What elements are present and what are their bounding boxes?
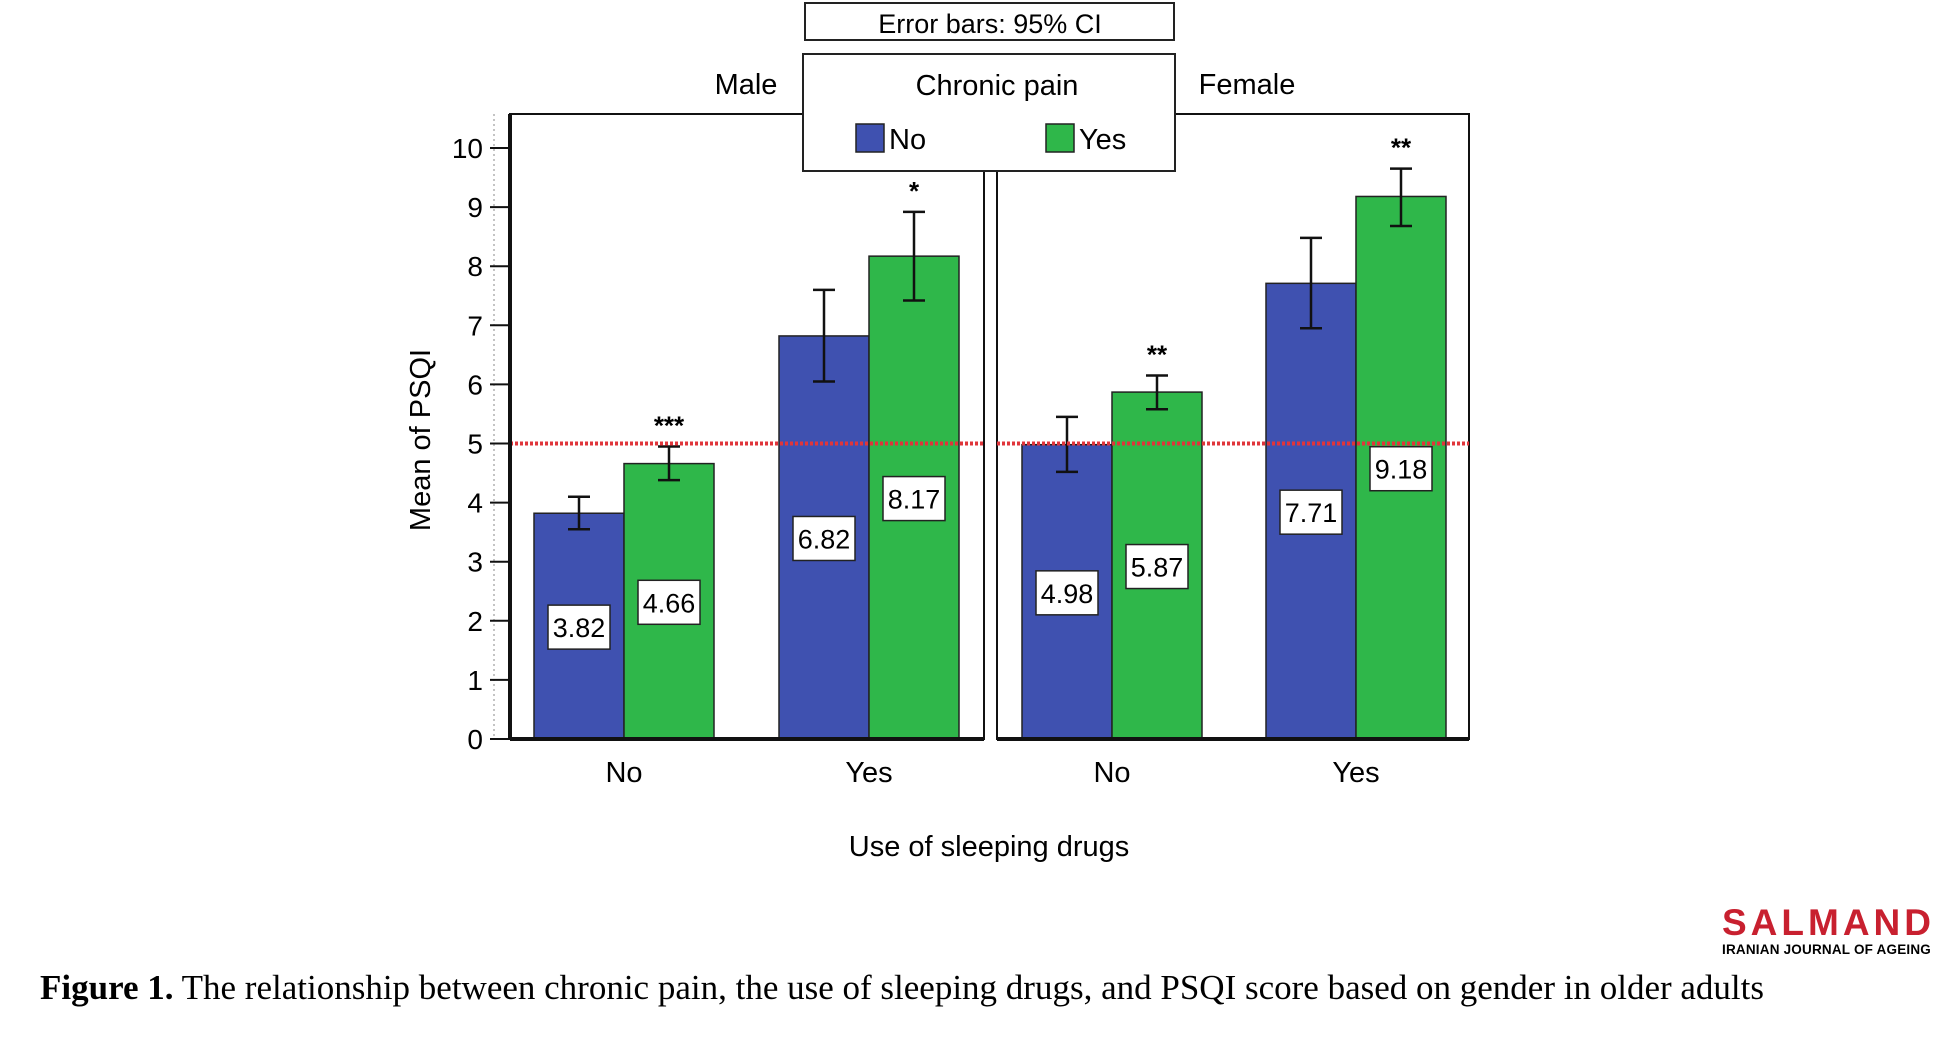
value-label-male-yes-no: 6.82 — [798, 524, 851, 554]
y-tick-label-10: 10 — [452, 133, 483, 164]
x-tick-male-yes: Yes — [845, 757, 892, 789]
value-box-male-no-yes — [637, 579, 701, 626]
significance-male-yes: * — [909, 176, 920, 206]
y-tick-label-8: 8 — [467, 251, 483, 282]
legend-title: Chronic pain — [916, 70, 1079, 102]
legend-label-yes: Yes — [1079, 124, 1126, 156]
x-tick-female-yes: Yes — [1332, 757, 1379, 789]
y-tick-label-9: 9 — [467, 192, 483, 223]
legend-label-no: No — [889, 124, 926, 156]
x-axis-label: Use of sleeping drugs — [849, 831, 1130, 863]
significance-male-no: *** — [654, 410, 685, 440]
y-tick-label-5: 5 — [467, 429, 483, 460]
y-tick-label-3: 3 — [467, 547, 483, 578]
value-label-female-yes-yes: 9.18 — [1375, 455, 1428, 485]
significance-female-yes: ** — [1391, 133, 1412, 163]
bars-layer: 3.82 4.66 *** 6.82 8.17 * 4.98 5.87 ** 7.71 9.18 ** — [533, 133, 1447, 740]
value-label-female-no-no: 4.98 — [1041, 579, 1094, 609]
y-tick-label-4: 4 — [467, 488, 483, 519]
journal-logo: SALMAND IRANIAN JOURNAL OF AGEING — [1722, 904, 1940, 958]
legend-swatch-no — [855, 123, 885, 153]
y-tick-label-1: 1 — [467, 665, 483, 696]
value-label-male-no-yes: 4.66 — [643, 588, 696, 618]
value-label-male-no-no: 3.82 — [553, 613, 606, 643]
value-box-male-yes-no — [792, 515, 856, 562]
caption-text: The relationship between chronic pain, t… — [173, 968, 1764, 1007]
y-tick-label-6: 6 — [467, 369, 483, 400]
significance-female-no: ** — [1147, 340, 1168, 370]
value-box-female-no-yes — [1125, 543, 1189, 590]
value-box-male-no-no — [547, 604, 611, 650]
caption-label: Figure 1. — [40, 968, 174, 1007]
value-label-female-no-yes: 5.87 — [1131, 553, 1184, 583]
value-label-male-yes-yes: 8.17 — [888, 485, 941, 515]
error-note: Error bars: 95% CI — [878, 9, 1102, 39]
y-axis-label: Mean of PSQI — [405, 349, 437, 531]
value-label-female-yes-no: 7.71 — [1285, 498, 1338, 528]
value-box-female-no-no — [1035, 570, 1099, 616]
y-tick-label-2: 2 — [467, 606, 483, 637]
y-tick-label-7: 7 — [467, 310, 483, 341]
panel-title-male: Male — [715, 69, 778, 101]
legend: Chronic pain No Yes — [802, 53, 1176, 172]
logo-subtitle: IRANIAN JOURNAL OF AGEING — [1722, 942, 1932, 957]
logo-name: SALMAND — [1722, 902, 1935, 943]
value-box-female-yes-yes — [1369, 445, 1433, 492]
value-box-male-yes-yes — [882, 475, 946, 522]
value-box-female-yes-no — [1279, 489, 1343, 535]
legend-swatch-yes — [1045, 123, 1075, 153]
axis-layer: No Yes No Yes 0 1 2 3 4 5 6 7 8 9 10 — [452, 114, 1469, 789]
panel-title-female: Female — [1199, 69, 1296, 101]
x-tick-male-no: No — [605, 757, 642, 789]
x-tick-female-no: No — [1093, 757, 1130, 789]
figure-caption: Figure 1. The relationship between chron… — [40, 968, 1764, 1008]
error-note-box — [804, 2, 1175, 41]
y-tick-label-0: 0 — [467, 724, 483, 755]
